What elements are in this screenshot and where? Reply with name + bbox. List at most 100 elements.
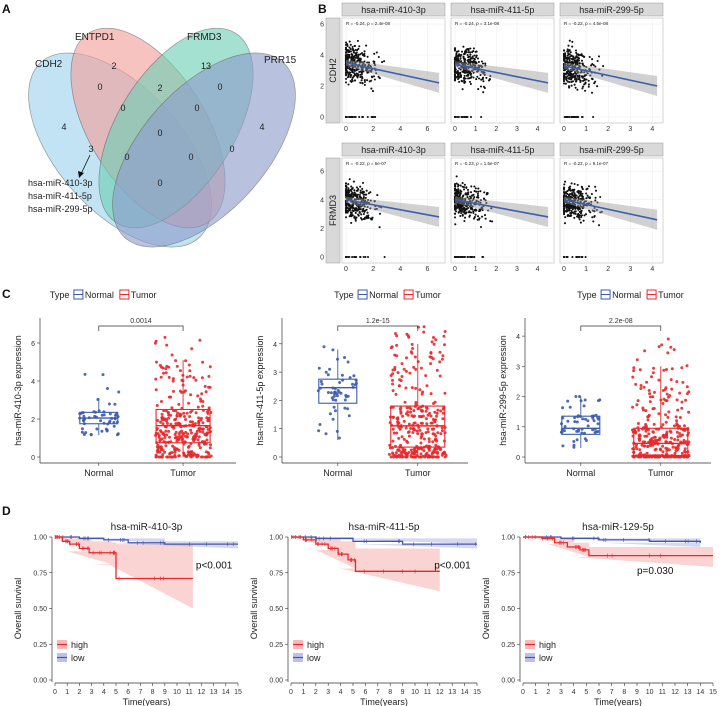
box-point [426,427,430,431]
box-point [410,451,414,455]
x-tick-label: 3 [559,689,563,696]
x-tick-label: 4 [536,126,540,133]
scatter-point [383,255,386,259]
box-point [208,446,212,450]
p-value-label: 2.2e-08 [609,318,633,325]
box-point [166,411,170,415]
scatter-point [579,190,582,193]
scatter-point [457,50,460,53]
scatter-point [566,62,569,66]
box-point [440,357,444,361]
venn-label-cdh2: CDH2 [35,59,63,70]
box-point [418,388,422,392]
x-tick-label: 12 [198,689,206,696]
scatter-point [571,80,575,83]
scatter-point [597,55,601,58]
x-tick-label: 0 [453,126,457,133]
box-point [174,359,178,363]
scatter-point [347,202,350,205]
scatter-point [348,73,351,76]
box-point [185,435,189,439]
box-point [440,453,444,457]
correlation-stat: R = -0.24, p = 3.1e-08 [455,21,500,26]
box-point [651,371,655,375]
scatter-point [562,55,566,58]
scatter-point [582,219,585,222]
y-tick-label: 1.00 [501,535,515,542]
box-point [159,455,163,459]
scatter-point [458,75,461,78]
box-point [170,455,174,459]
scatter-point [583,55,586,59]
scatter-point [577,198,580,201]
box-point [156,419,160,422]
scatter-point [570,214,573,217]
scatter-point [470,185,473,188]
boxplot-panel: Type Normal Tumor 0 2 4 6 hsa-miR-410-3p expres… [13,289,711,478]
scatter-point [572,75,575,78]
scatter-point [354,193,357,196]
scatter-point [567,70,570,73]
scatter-point [566,54,569,57]
box-point [206,412,210,415]
scatter-point [349,213,352,216]
scatter-point [569,212,572,215]
scatter-point [580,59,584,62]
scatter-point [345,115,349,119]
box-point [596,422,600,426]
scatter-point [349,188,352,191]
x-tick-label: 8 [151,689,155,696]
scatter-point [573,210,576,213]
y-tick-label: 6 [320,22,324,29]
box-point [583,437,587,441]
box-point [665,368,668,371]
scatter-point [566,56,569,59]
box-point [678,391,682,395]
box-point [566,419,570,423]
scatter-point [458,67,461,70]
scatter-point [467,58,470,62]
scatter-point [358,195,361,198]
box-point [156,432,160,436]
scatter-point [347,83,350,86]
scatter-point [344,209,348,212]
scatter-point [344,46,348,49]
scatter-point [346,76,349,79]
box-point [632,366,636,370]
scatter-point [363,205,366,208]
scatter-point [588,67,591,71]
box-point [586,424,590,428]
box-point [177,454,181,458]
scatter-point [363,199,366,202]
x-tick-label: 6 [425,126,429,133]
x-tick-label: 10 [646,689,654,696]
box-point [583,398,587,402]
box-point [661,423,665,427]
box-point [643,349,647,353]
box-point [435,414,438,418]
box-point [159,365,163,369]
venn-label-frmd3: FRMD3 [187,32,222,43]
scatter-point [471,55,474,58]
box-point [435,411,439,415]
scatter-point [575,63,578,66]
box-point [670,387,674,391]
box-point [661,402,665,405]
box-point [683,424,686,428]
box-point [196,394,200,398]
box-point [441,354,445,358]
scatter-point [579,53,582,56]
x-tick-label: 3 [628,126,632,133]
box-point [175,414,179,417]
scatter-point [466,188,470,191]
x-axis-label: Time(years) [594,697,642,706]
scatter-point [487,79,491,82]
scatter-point [567,85,571,88]
scatter-point [370,218,374,221]
box-point [659,448,663,452]
scatter-point [375,51,378,54]
scatter-point [581,188,584,191]
scatter-point [356,49,359,52]
box-point [675,419,679,423]
scatter-point [369,207,372,210]
